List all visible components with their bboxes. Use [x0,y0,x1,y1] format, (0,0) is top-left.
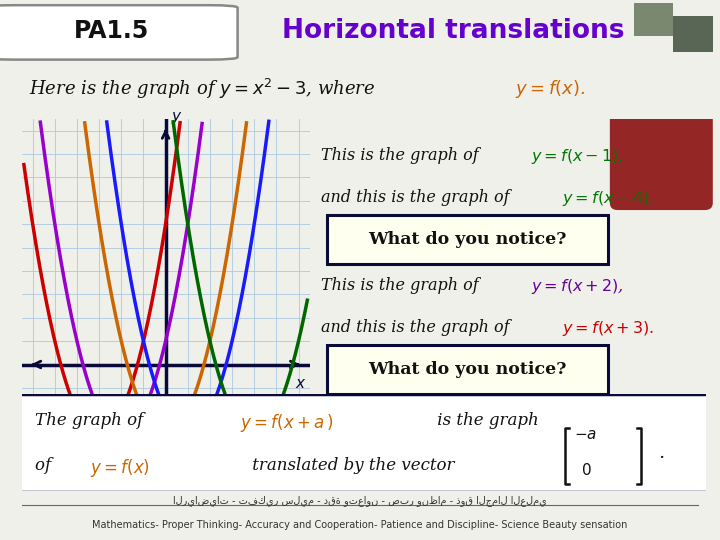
Text: .: . [658,443,664,462]
Text: of: of [35,457,57,474]
Text: What do you notice?: What do you notice? [368,361,567,378]
Text: What do you notice?: What do you notice? [368,232,567,248]
Text: Here is the graph of $y = x^2 - 3$, where: Here is the graph of $y = x^2 - 3$, wher… [29,77,376,101]
Text: Mathematics- Proper Thinking- Accuracy and Cooperation- Patience and Discipline-: Mathematics- Proper Thinking- Accuracy a… [92,521,628,530]
FancyBboxPatch shape [0,5,238,59]
Text: $y = f(x+3)$.: $y = f(x+3)$. [562,319,655,338]
FancyBboxPatch shape [634,3,673,36]
Text: $y = f(x)$.: $y = f(x)$. [515,78,585,100]
Text: $y = f(x-1)$,: $y = f(x-1)$, [531,147,624,166]
FancyBboxPatch shape [327,345,608,394]
Text: and this is the graph of: and this is the graph of [321,319,514,336]
Text: $y = f(x)$: $y = f(x)$ [90,457,150,480]
Text: $x$: $x$ [295,377,307,392]
Text: This is the graph of: This is the graph of [321,276,484,294]
Text: $y = f(x+2)$,: $y = f(x+2)$, [531,276,624,296]
Text: $y = f(x-4)$.: $y = f(x-4)$. [562,189,655,208]
Text: is the graph: is the graph [432,411,539,429]
FancyBboxPatch shape [327,215,608,265]
Text: $y = f(x + a\,)$: $y = f(x + a\,)$ [240,411,333,434]
Text: and this is the graph of: and this is the graph of [321,189,514,206]
Text: $y$: $y$ [171,110,183,126]
Text: PA1.5: PA1.5 [74,19,149,43]
Text: $0$: $0$ [580,462,591,478]
FancyBboxPatch shape [18,394,709,492]
Text: $-a$: $-a$ [575,428,598,442]
Text: This is the graph of: This is the graph of [321,147,484,164]
Text: Horizontal translations: Horizontal translations [282,18,625,44]
Text: الرياضيات - تفكير سليم - دقة وتعاون - صبر ونظام - ذوق الجمال العلمي: الرياضيات - تفكير سليم - دقة وتعاون - صب… [173,495,547,505]
FancyBboxPatch shape [610,112,713,210]
FancyBboxPatch shape [673,16,713,52]
Text: translated by the vector: translated by the vector [248,457,455,474]
Text: The graph of: The graph of [35,411,149,429]
